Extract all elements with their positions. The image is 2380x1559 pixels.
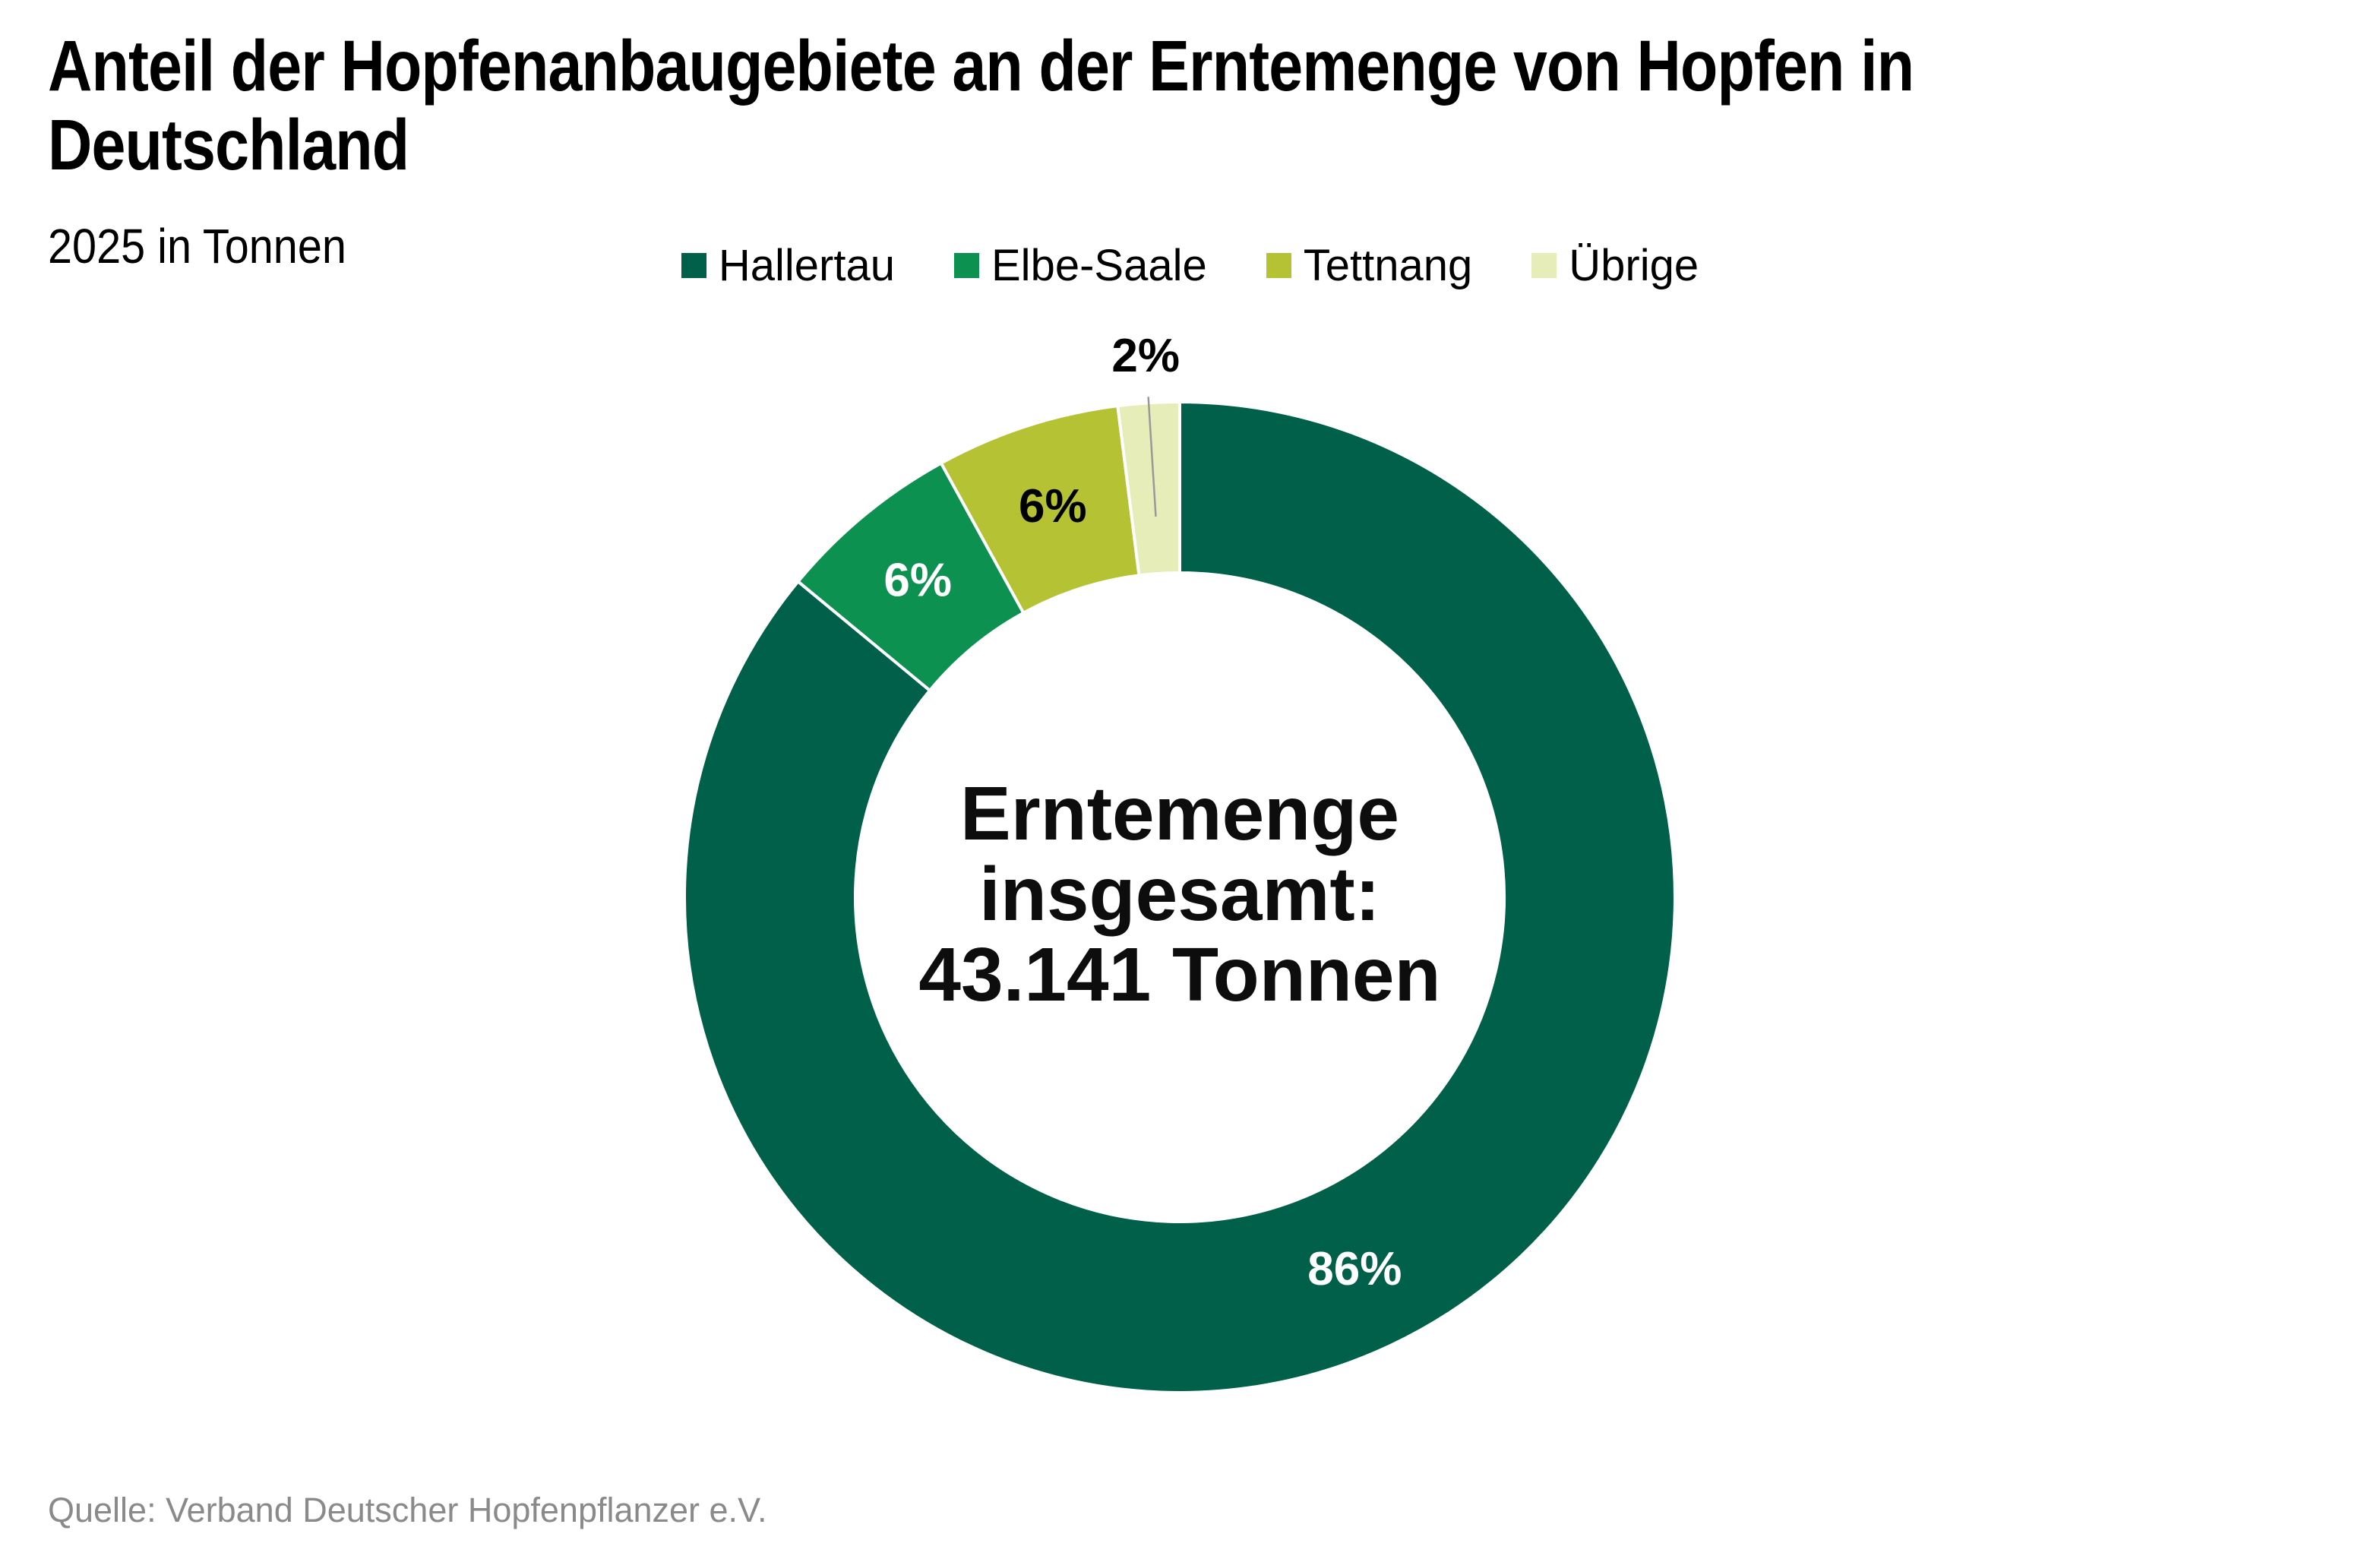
legend-swatch [1266,253,1291,278]
slice-label-hallertau: 86% [1307,1243,1402,1295]
chart-subtitle: 2025 in Tonnen [48,219,346,274]
donut-slice-übrige[interactable] [1116,400,1181,577]
legend-swatch [954,253,979,278]
legend-item-elbe-saale[interactable]: Elbe-Saale [954,240,1207,291]
center-label-line: 43.141 Tonnen [918,932,1441,1017]
source-note: Quelle: Verband Deutscher Hopfenpflanzer… [48,1491,767,1529]
legend-label: Elbe-Saale [991,241,1207,290]
legend-item-tettnang[interactable]: Tettnang [1266,240,1473,291]
legend-label: Hallertau [718,241,895,290]
donut-slice-hallertau[interactable] [682,400,1677,1394]
donut-center-label: Erntemenge insgesamt: 43.141 Tonnen [830,773,1529,1015]
legend-label: Übrige [1569,241,1699,290]
center-label-line: Erntemenge [960,771,1399,856]
legend: Hallertau Elbe-Saale Tettnang Übrige [0,240,2380,291]
legend-item-übrige[interactable]: Übrige [1531,240,1699,291]
slice-label-tettnang: 6% [1019,480,1087,533]
slice-label-elbe-saale: 6% [883,555,952,607]
legend-swatch [1531,253,1557,278]
chart-title: Anteil der Hopfenanbaugebiete an der Ern… [48,26,1914,185]
legend-swatch [681,253,706,278]
legend-item-hallertau[interactable]: Hallertau [681,240,895,291]
slice-label-übrige: 2% [1111,330,1180,382]
leader-line-übrige [1147,397,1157,517]
legend-label: Tettnang [1303,241,1473,290]
center-label-line: insgesamt: [979,852,1380,937]
